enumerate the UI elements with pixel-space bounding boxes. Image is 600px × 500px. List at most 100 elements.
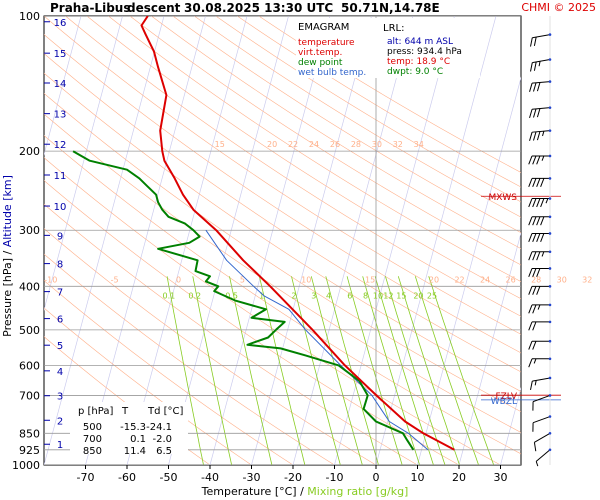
dry-adiabat-label: 15 <box>365 275 375 284</box>
wind-barb-flag <box>536 178 541 187</box>
dry-adiabat-label: 15 <box>215 140 225 149</box>
grid-layer <box>44 16 600 465</box>
mixing-ratio-label: 20 <box>413 291 423 300</box>
table-layer: p [hPa] T Td [°C] 500 -15.3 -24.1 700 0.1 -2.0 85… <box>78 406 184 457</box>
wind-barb-flag <box>532 216 537 226</box>
wind-barb-flag <box>545 198 549 204</box>
wind-barb-flag <box>528 198 533 208</box>
dry-adiabat-label: 10 <box>301 275 311 284</box>
wind-barb-flag <box>534 380 537 386</box>
mixing-ratio-label: 25 <box>427 291 437 300</box>
y-axis-label-pressure: Pressure [hPa] <box>1 258 14 337</box>
altitude-tick-label: 2 <box>57 416 63 427</box>
dry-adiabat-line <box>44 203 416 465</box>
altitude-tick-label: 14 <box>54 79 67 90</box>
mixing-ratio-label: 12 <box>383 291 393 300</box>
legend-virt-temp: virt.temp. <box>298 48 342 58</box>
series-layer <box>72 16 455 451</box>
dry-adiabat-label: 24 <box>480 275 490 284</box>
dry-adiabat-line <box>129 16 521 266</box>
wind-barb-flag <box>541 155 545 161</box>
wind-barb-flag <box>536 216 541 226</box>
wind-barb-staff <box>534 432 551 443</box>
table-cell: 700 <box>83 434 102 445</box>
table-header: p [hPa] <box>78 406 113 417</box>
wind-barb-flag <box>528 233 533 243</box>
dry-adiabat-line <box>44 34 521 354</box>
pressure-tick-label: 700 <box>19 389 40 402</box>
isotherm-line <box>209 16 331 465</box>
pressure-tick-label: 850 <box>19 427 40 440</box>
mixing-ratio-label: 4 <box>326 291 331 300</box>
isotherm-line <box>542 16 600 465</box>
lrl-temp: temp: 18.9 °C <box>387 57 450 67</box>
mixing-ratio-label: 0.1 <box>163 291 176 300</box>
wind-barb-point <box>548 376 552 380</box>
wind-barb-flag <box>540 198 545 208</box>
wind-barb-flag <box>530 62 533 72</box>
wind-barb-point <box>548 33 552 36</box>
wind-barb-flag <box>536 198 541 208</box>
wind-barb-flag <box>532 155 537 165</box>
mixing-ratio-label: 6 <box>347 291 352 300</box>
mixing-ratio-line <box>192 276 232 465</box>
y-axis-label-sep: / <box>1 247 14 258</box>
isotherm-line <box>417 76 521 465</box>
wind-barb-flag <box>533 82 537 92</box>
dry-adiabat-line <box>44 72 521 392</box>
wind-barb-flag <box>528 216 533 226</box>
x-axis-label: Temperature [°C] / Mixing ratio [g/kg] <box>201 485 409 498</box>
dry-adiabat-line <box>65 16 521 317</box>
mixing-ratio-label: 8 <box>363 291 368 300</box>
x-tick-label: -40 <box>201 471 219 484</box>
wind-barb-flag <box>536 155 541 165</box>
wind-barb-flag <box>540 233 545 243</box>
mixing-ratio-label: 0.2 <box>188 291 201 300</box>
wind-barb-point <box>548 80 552 83</box>
dry-adiabat-label: 20 <box>267 140 277 149</box>
dry-adiabat-label: 26 <box>506 275 516 284</box>
x-axis-label-mixing: Mixing ratio [g/kg] <box>307 485 408 498</box>
table-header: T <box>121 406 129 417</box>
lrl-title: LRL: <box>383 23 404 34</box>
pressure-tick-label: 925 <box>19 444 40 457</box>
wind-barb-flag <box>533 61 537 71</box>
table-header: Td [°C] <box>147 406 184 417</box>
dry-adiabat-line <box>44 157 499 465</box>
wind-barb-flag <box>532 341 537 350</box>
pressure-tick-label: 1000 <box>12 459 40 472</box>
isotherm-line <box>85 16 206 465</box>
x-tick-label: 0 <box>373 471 380 484</box>
wind-barb-staff <box>532 107 551 110</box>
altitude-tick-label: 11 <box>54 171 67 182</box>
wind-barb-flag <box>530 381 533 391</box>
wind-barb-point <box>548 320 552 324</box>
x-tick-label: -20 <box>284 471 302 484</box>
dry-adiabat-label: 22 <box>454 275 464 284</box>
lrl-press: press: 934.4 hPa <box>387 47 462 57</box>
wind-barb-point <box>548 303 552 307</box>
wind-barb-staff <box>532 34 551 39</box>
dry-adiabat-line <box>194 16 521 218</box>
dry-adiabat-label: 5 <box>240 275 245 284</box>
mixing-ratio-label: 15 <box>396 291 406 300</box>
dry-adiabat-line <box>108 16 521 282</box>
dry-adiabat-label: 32 <box>393 140 403 149</box>
dry-adiabat-label: 20 <box>429 275 439 284</box>
lrl-alt: alt: 644 m ASL <box>387 37 453 47</box>
wind-barb-flag <box>532 286 537 295</box>
dry-adiabat-line <box>44 113 521 433</box>
dry-adiabat-label: 32 <box>582 275 592 284</box>
wind-barb-flag <box>532 321 537 331</box>
dry-adiabat-label: 0 <box>176 275 181 284</box>
wind-barb-staff <box>535 449 551 462</box>
wind-barb-flag <box>529 109 533 118</box>
dry-adiabat-line <box>237 16 521 188</box>
legend-box <box>296 18 378 78</box>
wind-barb-flag <box>532 251 537 261</box>
altitude-tick-label: 9 <box>57 231 63 242</box>
wind-barb-flag <box>533 131 537 141</box>
wind-barb-flag <box>528 155 533 165</box>
wind-barb-flag <box>533 442 537 452</box>
mixing-ratio-line <box>385 276 446 465</box>
